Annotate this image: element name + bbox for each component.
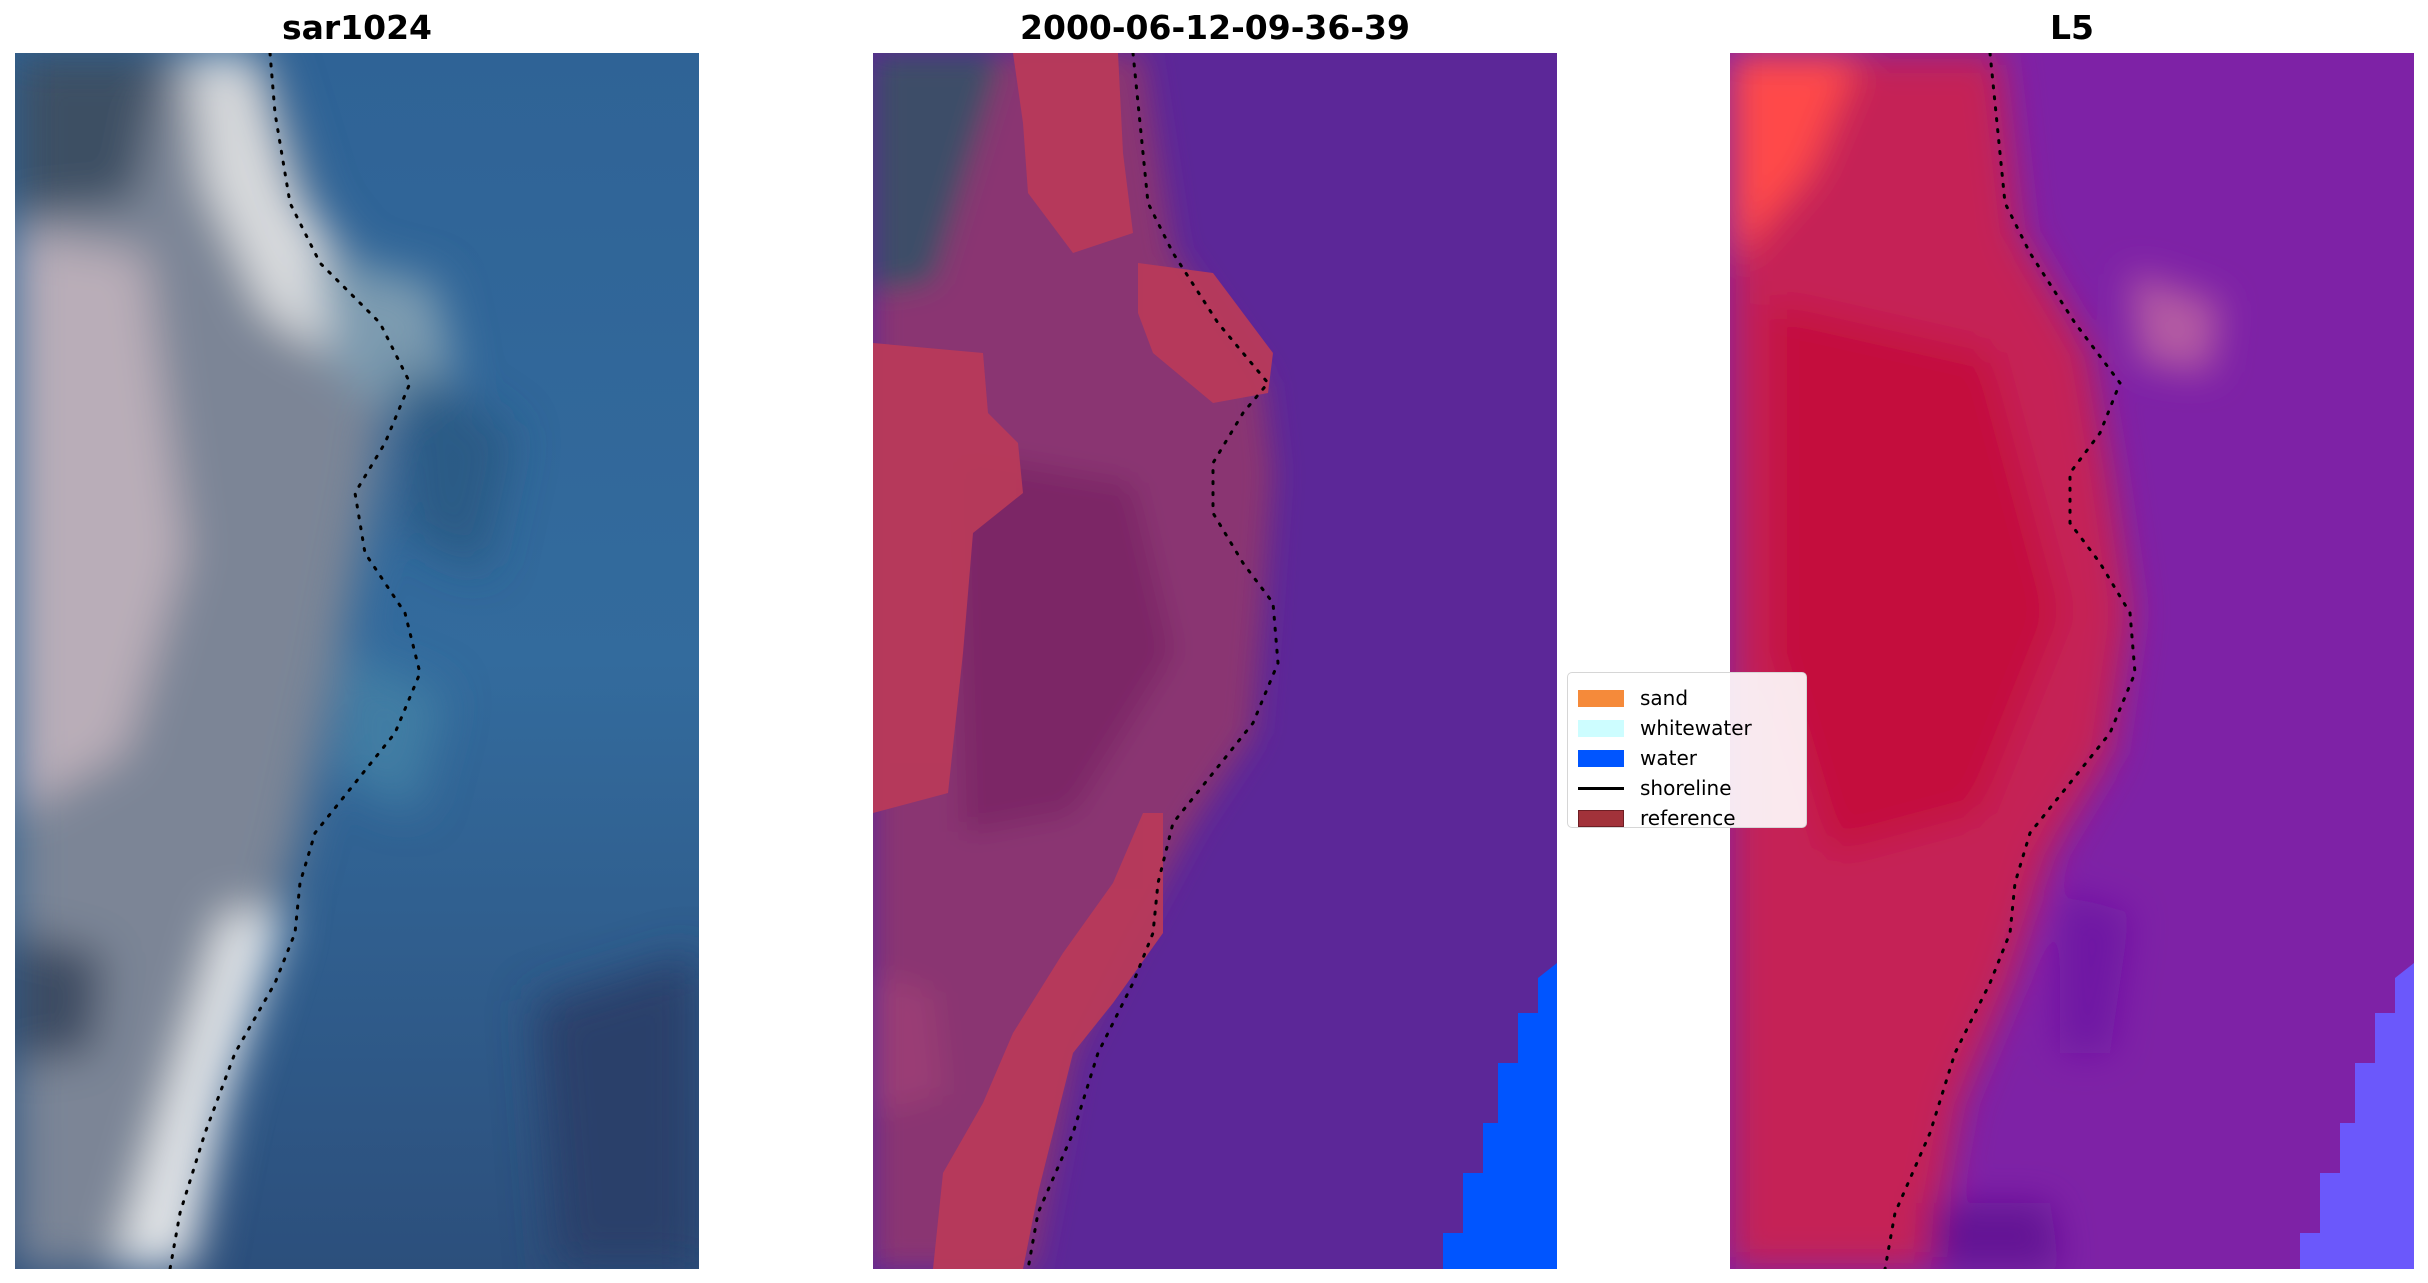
reference-regions <box>873 53 1273 1269</box>
shoreline-overlay <box>168 53 422 1269</box>
legend-item-reference: reference <box>1578 803 1736 828</box>
water-swatch <box>1578 749 1624 767</box>
legend-label: whitewater <box>1640 716 1752 740</box>
legend-item-whitewater: whitewater <box>1578 713 1752 743</box>
legend: sand whitewater water shoreline referenc… <box>1567 672 1807 828</box>
legend-label: sand <box>1640 686 1689 710</box>
rgb-image-panel <box>15 53 699 1269</box>
classified-image <box>873 53 1557 1269</box>
legend-label: water <box>1640 746 1697 770</box>
water-region <box>1443 963 1557 1269</box>
probability-image <box>1730 53 2414 1269</box>
panel-title-classified: 2000-06-12-09-36-39 <box>1020 8 1410 47</box>
classified-image-panel <box>873 53 1557 1269</box>
panel-title-l5: L5 <box>2050 8 2094 47</box>
water-region <box>2300 963 2414 1269</box>
legend-label: reference <box>1640 806 1736 828</box>
legend-item-sand: sand <box>1578 683 1688 713</box>
whitewater-swatch <box>1578 719 1624 737</box>
legend-item-water: water <box>1578 743 1697 773</box>
legend-item-shoreline: shoreline <box>1578 773 1732 803</box>
legend-label: shoreline <box>1640 776 1732 800</box>
sand-swatch <box>1578 689 1624 707</box>
rgb-image <box>15 53 699 1269</box>
probability-image-panel <box>1730 53 2414 1269</box>
reference-swatch <box>1578 809 1624 827</box>
shoreline-line-icon <box>1578 786 1624 790</box>
panel-title-rgb: sar1024 <box>281 8 433 47</box>
